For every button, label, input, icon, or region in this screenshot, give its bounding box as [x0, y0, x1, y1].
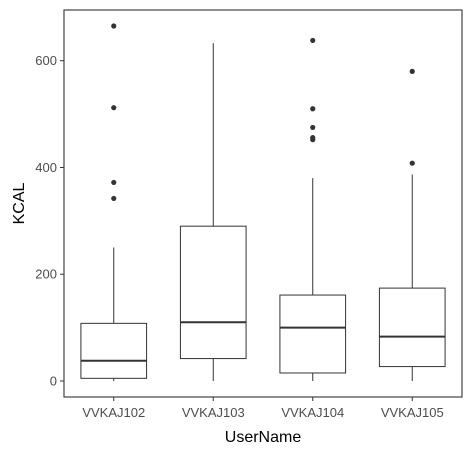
y-axis-title: KCAL [11, 183, 28, 225]
outlier-point [310, 134, 316, 141]
iqr-box [179, 225, 247, 360]
outlier-point [310, 106, 316, 112]
iqr-box [378, 287, 446, 368]
y-tick-label: 200 [35, 267, 57, 282]
outlier-point [111, 23, 117, 29]
iqr-box [80, 322, 148, 379]
x-tick-label: VVKAJ103 [182, 405, 245, 420]
outlier-point [111, 195, 117, 202]
x-tick-label: VVKAJ102 [82, 405, 145, 420]
y-axis: 0 200 400 600 [35, 53, 64, 388]
x-axis: VVKAJ102 VVKAJ103 VVKAJ104 VVKAJ105 [82, 397, 444, 420]
x-tick-label: VVKAJ104 [281, 405, 344, 420]
x-tick-label: VVKAJ105 [381, 405, 444, 420]
iqr-box [279, 294, 347, 374]
box-group [80, 23, 148, 381]
outlier-point [409, 68, 415, 74]
outlier-point [310, 37, 316, 44]
box-group [378, 68, 446, 381]
outlier-point [409, 160, 415, 166]
outlier-point [111, 179, 117, 186]
box-group [279, 37, 347, 381]
y-tick-label: 0 [50, 373, 57, 388]
outlier-point [111, 105, 117, 111]
y-tick-label: 600 [35, 53, 57, 68]
y-tick-label: 400 [35, 160, 57, 175]
outlier-point [310, 124, 316, 131]
box-group [179, 43, 247, 381]
boxes-layer [80, 23, 446, 381]
x-axis-title: UserName [225, 429, 302, 446]
